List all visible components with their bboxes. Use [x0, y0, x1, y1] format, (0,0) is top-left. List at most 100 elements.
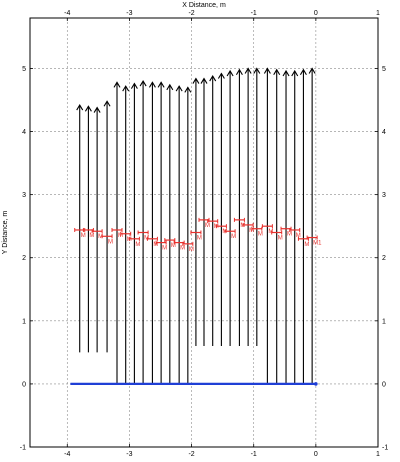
- member-label: M: [231, 234, 236, 240]
- x-tick-label-bottom: -4: [64, 451, 70, 458]
- member-label: M: [249, 228, 254, 234]
- x-tick-label-top: 0: [314, 10, 318, 17]
- arrow-head: [253, 67, 261, 74]
- x-tick-label-bottom: -2: [188, 451, 194, 458]
- arrow-head: [308, 67, 316, 74]
- arrow: [226, 69, 234, 347]
- x-axis-title: X Distance, m: [182, 2, 226, 9]
- arrow-series: [76, 67, 316, 384]
- member-marker: M: [251, 226, 263, 238]
- y-tick-label-left: 0: [22, 381, 26, 388]
- y-tick-label-right: 2: [382, 255, 386, 262]
- y-tick-label-right: 1: [382, 318, 386, 325]
- x-tick-label-top: -4: [64, 10, 70, 17]
- member-label: M: [205, 223, 210, 229]
- member-label: M: [135, 242, 140, 248]
- arrow: [273, 68, 281, 384]
- base-line-layer: [70, 382, 318, 386]
- member-label: M: [296, 233, 301, 239]
- member-label: M: [287, 232, 292, 238]
- member-label: M: [153, 242, 158, 248]
- arrow-head: [139, 80, 147, 87]
- arrow: [157, 81, 165, 384]
- member-markers: MMMMMMMMMMMMMMMMMMMMMMMMMMM1: [74, 217, 322, 253]
- member-label: M: [118, 233, 123, 239]
- member-label: M: [258, 232, 263, 238]
- member-label: M: [108, 239, 113, 245]
- member-label: M: [268, 229, 273, 235]
- arrow-head: [76, 103, 84, 111]
- x-tick-label-bottom: 0: [314, 451, 318, 458]
- arrow-head: [122, 85, 130, 92]
- arrow: [253, 67, 261, 347]
- arrow: [122, 85, 130, 384]
- x-tick-label-top: -3: [126, 10, 132, 17]
- y-tick-label-left: -1: [20, 445, 26, 452]
- x-tick-label-top: 1: [376, 10, 380, 17]
- member-marker: M: [271, 230, 283, 242]
- member-label: M: [197, 236, 202, 242]
- arrow: [308, 67, 316, 384]
- arrow: [148, 81, 156, 384]
- arrow-head: [157, 81, 165, 88]
- arrow-head: [166, 83, 174, 91]
- y-axis-title: Y Distance, m: [2, 211, 9, 255]
- y-tick-label-left: 5: [22, 66, 26, 73]
- arrow-head: [148, 81, 156, 88]
- arrow: [130, 82, 138, 384]
- arrow-head: [192, 77, 200, 84]
- member-marker: M: [289, 227, 301, 239]
- x-tick-label-bottom: 1: [376, 451, 380, 458]
- arrow-head: [103, 100, 111, 107]
- member-label: M: [98, 234, 103, 240]
- plot-frame: [29, 17, 379, 448]
- x-tick-label-bottom: -3: [126, 451, 132, 458]
- arrow-head: [130, 82, 138, 89]
- arrow-head: [217, 72, 225, 79]
- y-tick-label-left: 2: [22, 255, 26, 262]
- x-tick-label-bottom: -1: [251, 451, 257, 458]
- arrow-head: [200, 77, 208, 84]
- member-marker: M: [155, 240, 167, 252]
- member-marker: M1: [306, 235, 322, 247]
- arrow: [244, 67, 252, 347]
- arrow-head: [244, 67, 252, 74]
- y-tick-label-left: 1: [22, 318, 26, 325]
- arrow-head: [84, 105, 92, 112]
- member-label: M: [89, 233, 94, 239]
- arrow: [175, 85, 183, 384]
- arrow: [113, 81, 121, 384]
- arrow: [84, 105, 92, 353]
- base-line-end-marker: [314, 382, 318, 386]
- y-tick-label-right: -1: [382, 445, 388, 452]
- arrow: [103, 100, 111, 353]
- arrow-head: [263, 67, 271, 74]
- member-label: M: [144, 236, 149, 242]
- y-tick-label-right: 3: [382, 192, 386, 199]
- y-tick-label-right: 0: [382, 381, 386, 388]
- member-label: M: [278, 236, 283, 242]
- member-marker: M: [224, 229, 236, 240]
- arrow-head: [209, 74, 217, 82]
- arrow: [299, 68, 307, 384]
- member-label: M1: [313, 241, 322, 247]
- arrow: [291, 69, 299, 384]
- member-marker: M: [190, 230, 202, 242]
- arrow: [209, 74, 217, 347]
- arrow: [166, 83, 174, 384]
- arrow-head: [299, 68, 307, 76]
- y-tick-label-left: 3: [22, 192, 26, 199]
- member-marker: M: [137, 230, 149, 242]
- arrow: [200, 77, 208, 347]
- y-tick-label-right: 5: [382, 66, 386, 73]
- arrow-head: [184, 86, 192, 93]
- x-tick-label-top: -1: [251, 10, 257, 17]
- member-marker: M: [182, 241, 194, 253]
- member-label: M: [189, 247, 194, 253]
- arrow-head: [273, 68, 281, 76]
- arrow: [76, 103, 84, 353]
- arrow: [184, 86, 192, 384]
